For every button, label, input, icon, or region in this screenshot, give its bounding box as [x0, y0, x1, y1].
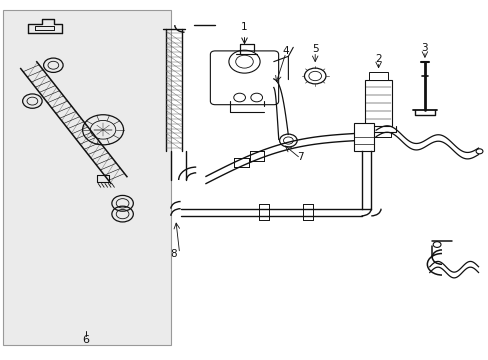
Text: 3: 3 — [421, 43, 427, 53]
Bar — [368, 72, 387, 80]
Bar — [3, 10, 171, 345]
FancyBboxPatch shape — [210, 51, 278, 105]
Bar — [353, 123, 373, 151]
Text: 6: 6 — [82, 334, 89, 345]
Text: 1: 1 — [241, 22, 247, 32]
Text: 4: 4 — [282, 46, 289, 56]
Text: 5: 5 — [311, 44, 318, 54]
Text: 2: 2 — [374, 54, 381, 64]
Text: 7: 7 — [297, 152, 303, 162]
Text: 8: 8 — [170, 248, 177, 258]
Bar — [364, 80, 391, 126]
